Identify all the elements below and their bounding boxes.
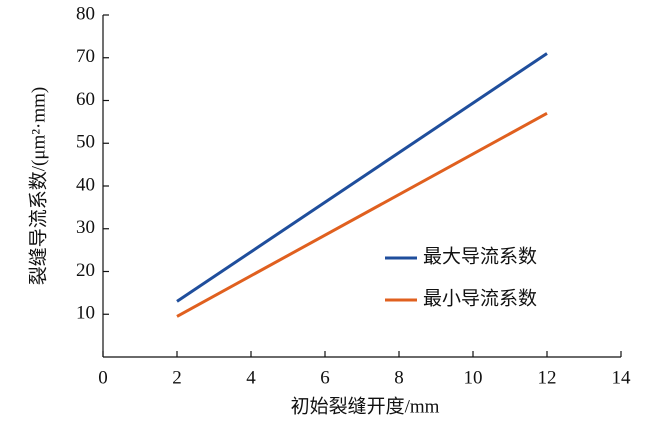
data-line <box>176 52 548 303</box>
y-tick-label: 10 <box>76 303 95 324</box>
x-tick-label: 12 <box>538 367 557 388</box>
y-axis-label: 裂缝导流系数/(μm²·mm) <box>27 87 49 285</box>
legend-label: 最小导流系数 <box>423 287 537 309</box>
y-tick-label: 30 <box>76 217 95 238</box>
data-line <box>176 112 548 318</box>
x-tick-label: 14 <box>612 367 632 388</box>
x-tick-label: 6 <box>320 367 330 388</box>
y-tick-label: 20 <box>76 260 95 281</box>
legend-label: 最大导流系数 <box>423 245 537 267</box>
x-axis-label: 初始裂缝开度/mm <box>291 395 440 417</box>
y-tick-label: 80 <box>76 3 95 24</box>
x-tick-label: 4 <box>246 367 256 388</box>
y-tick-label: 70 <box>76 46 95 67</box>
x-tick-label: 2 <box>172 367 182 388</box>
x-tick-label: 10 <box>464 367 483 388</box>
y-tick-label: 40 <box>76 174 95 195</box>
x-tick-label: 0 <box>98 367 108 388</box>
y-tick-label: 60 <box>76 89 95 110</box>
x-tick-label: 8 <box>394 367 404 388</box>
y-tick-label: 50 <box>76 132 95 153</box>
